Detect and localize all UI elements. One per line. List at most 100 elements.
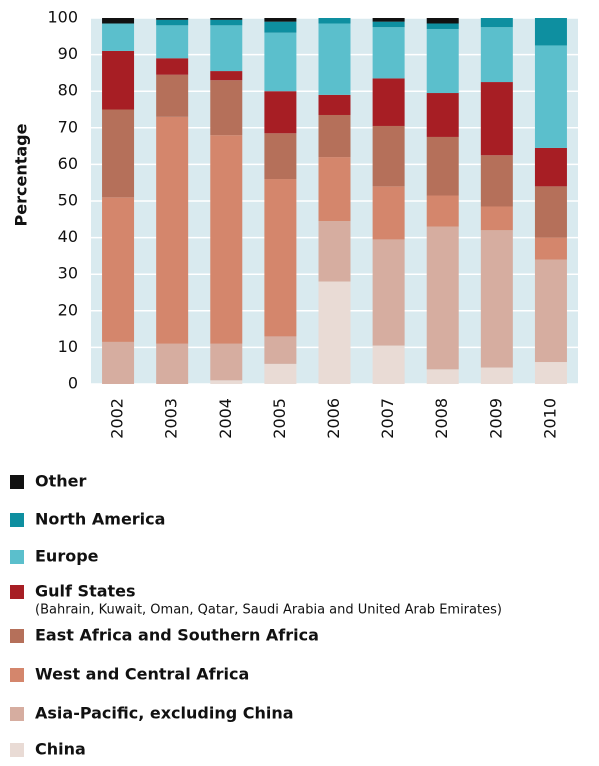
y-tick-label: 40	[58, 227, 78, 246]
bar-segment	[480, 367, 513, 384]
legend-label: Gulf States	[35, 582, 136, 601]
y-tick-label: 60	[58, 154, 78, 173]
bar-segment	[264, 133, 297, 180]
legend-label: West and Central Africa	[35, 665, 249, 684]
y-axis-label: Percentage	[12, 123, 31, 226]
legend-swatch	[10, 668, 24, 682]
bar-segment	[372, 21, 405, 28]
bar-segment	[156, 116, 189, 344]
bar-segment	[534, 259, 567, 363]
legend-label: Asia-Pacific, excluding China	[35, 704, 294, 723]
bar-segment	[426, 18, 459, 24]
x-tick-label: 2004	[216, 398, 235, 439]
bar-segment	[480, 82, 513, 156]
bar-segment	[480, 18, 513, 28]
bar-segment	[264, 363, 297, 384]
y-tick-label: 0	[68, 374, 78, 393]
bar-segment	[318, 18, 351, 24]
bar-segment	[372, 186, 405, 240]
bar-segment	[372, 239, 405, 346]
bar-segment	[318, 281, 351, 384]
bar-segment	[426, 369, 459, 384]
y-tick-label: 30	[58, 264, 78, 283]
bar-segment	[426, 226, 459, 370]
bar-segment	[318, 94, 351, 115]
bar-segment	[480, 155, 513, 207]
bar-segment	[372, 125, 405, 187]
bar-segment	[264, 336, 297, 364]
legend-swatch	[10, 475, 24, 489]
bar-segment	[318, 221, 351, 282]
legend-note: (Bahrain, Kuwait, Oman, Qatar, Saudi Ara…	[35, 603, 502, 618]
bar-segment	[480, 206, 513, 231]
x-tick-label: 2005	[270, 398, 289, 439]
x-tick-label: 2009	[486, 398, 505, 439]
bar-segment	[426, 136, 459, 196]
bar-segment	[156, 18, 189, 20]
bar-segment	[156, 58, 189, 75]
bar-segment	[318, 23, 351, 95]
bar-segment	[534, 362, 567, 384]
bar-segment	[480, 27, 513, 83]
y-tick-label: 70	[58, 117, 78, 136]
bar-segment	[372, 18, 405, 22]
bar-segment	[264, 179, 297, 337]
bar-segment	[318, 114, 351, 158]
bar-segment	[372, 345, 405, 384]
bar-segment	[264, 21, 297, 33]
bar-segment	[480, 230, 513, 368]
y-tick-label: 50	[58, 191, 78, 210]
y-tick-label: 10	[58, 337, 78, 356]
legend-label: Other	[35, 472, 86, 491]
bar-segment	[102, 18, 135, 24]
bar-segment	[102, 197, 135, 342]
bar-segment	[534, 186, 567, 238]
bar-segment	[156, 19, 189, 26]
bar-segment	[264, 32, 297, 92]
x-tick-label: 2003	[162, 398, 181, 439]
bar-segment	[426, 23, 459, 29]
legend-swatch	[10, 743, 24, 757]
x-tick-label: 2006	[324, 398, 343, 439]
bar-segment	[372, 78, 405, 126]
bar-segment	[102, 50, 135, 110]
x-tick-label: 2008	[432, 398, 451, 439]
x-tick-label: 2007	[378, 398, 397, 439]
bar-segment	[534, 147, 567, 187]
bar-segment	[426, 28, 459, 94]
legend-label: Europe	[35, 547, 99, 566]
legend-swatch	[10, 629, 24, 643]
bar-segment	[534, 18, 567, 46]
bar-segment	[210, 343, 243, 381]
legend-swatch	[10, 585, 24, 599]
bar-segment	[156, 25, 189, 59]
bar-segment	[210, 71, 243, 81]
x-tick-label: 2002	[108, 398, 127, 439]
y-tick-label: 20	[58, 300, 78, 319]
bar-segment	[426, 195, 459, 227]
legend-swatch	[10, 707, 24, 721]
bar-segment	[318, 157, 351, 222]
bar-segment	[102, 23, 135, 51]
legend-label: China	[35, 740, 86, 759]
bar-segment	[156, 343, 189, 384]
bar-segment	[534, 237, 567, 260]
bar-segment	[426, 93, 459, 137]
bar-segment	[102, 109, 135, 198]
bar-segment	[210, 18, 243, 20]
y-tick-label: 80	[58, 81, 78, 100]
bar-segment	[534, 45, 567, 148]
bar-segment	[264, 91, 297, 134]
bar-segment	[102, 341, 135, 384]
bar-segment	[156, 74, 189, 117]
legend-swatch	[10, 550, 24, 564]
bar-segment	[210, 19, 243, 26]
bar-segment	[210, 135, 243, 344]
x-tick-label: 2010	[540, 398, 559, 439]
bar-segment	[210, 380, 243, 384]
legend-label: North America	[35, 510, 165, 529]
legend-label: East Africa and Southern Africa	[35, 626, 319, 645]
bar-segment	[372, 27, 405, 79]
y-tick-label: 90	[58, 44, 78, 63]
